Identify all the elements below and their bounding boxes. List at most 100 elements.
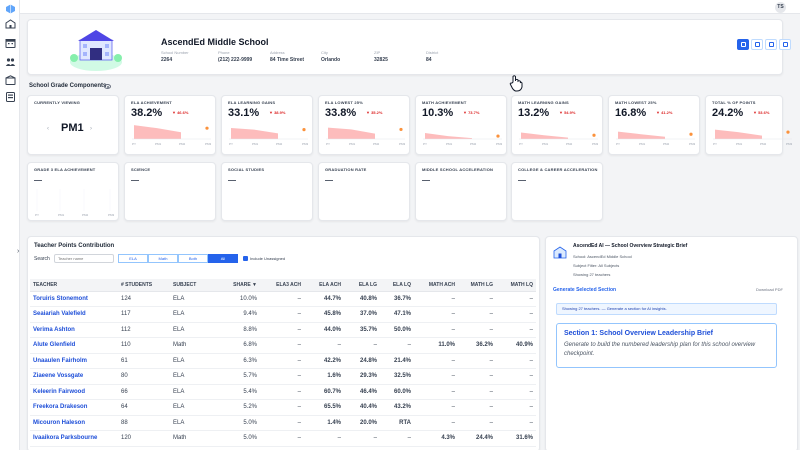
cell-name[interactable]: Micouron Haleson xyxy=(30,415,118,431)
metric-delta: ▼ 73.7% xyxy=(463,110,480,115)
table-row[interactable]: Ziaeene Vossgate 80 ELA 5.7% –1.6% 29.3% 32.5%… xyxy=(30,368,536,385)
filter-ela-button[interactable]: ELA xyxy=(118,254,148,263)
cell-name[interactable]: Toruiris Stonemont xyxy=(30,291,118,307)
download-pdf-link[interactable]: Download PDF xyxy=(756,287,783,292)
col-header-share[interactable]: SHARE ▼ xyxy=(214,279,260,292)
metric-card[interactable]: ELA LOWEST 25% 33.8% ▼ 35.2% PY PM1 PM2 PM3 xyxy=(318,95,410,155)
metric-trend-chart: PY PM1 PM2 PM3 xyxy=(616,131,696,146)
col-header-ela-ach[interactable]: ELA ACH xyxy=(304,279,344,292)
col-header-math-lg[interactable]: MATH LG xyxy=(458,279,496,292)
secondary-metric-card[interactable]: MIDDLE SCHOOL ACCELERATION — xyxy=(415,162,507,221)
col-header-math-ach[interactable]: MATH ACH xyxy=(414,279,458,292)
ai-section-card[interactable]: Section 1: School Overview Leadership Br… xyxy=(556,323,777,368)
metric-card[interactable]: TOTAL % OF POINTS 24.2% ▼ 53.6% PY PM1 PM2 PM3 xyxy=(705,95,793,155)
col-header-ela-lq[interactable]: ELA LQ xyxy=(380,279,414,292)
table-row[interactable]: Freekora Drakeson 64 ELA 5.2% –65.5% 40.4% 43.… xyxy=(30,399,536,416)
secondary-metric-card[interactable]: SOCIAL STUDIES — xyxy=(221,162,313,221)
cell-name[interactable]: Seaiariah Valefield xyxy=(30,306,118,323)
cell-share: 5.0% xyxy=(214,430,260,447)
chevron-left-icon[interactable]: ‹ xyxy=(47,126,49,132)
school-icon[interactable] xyxy=(5,19,16,29)
cell-name[interactable]: Verima Ashton xyxy=(30,322,118,338)
metric-delta: ▼ 54.9% xyxy=(559,110,576,115)
x-tick-label: PM1 xyxy=(252,142,259,146)
table-row[interactable]: Toruiris Stonemont 124 ELA 10.0% –44.7% 40.8%… xyxy=(30,291,536,307)
col-header-teacher[interactable]: TEACHER xyxy=(30,279,118,292)
include-unassigned-checkbox[interactable] xyxy=(243,256,248,261)
teacher-search-input[interactable] xyxy=(54,254,114,263)
col-header-students[interactable]: # STUDENTS xyxy=(118,279,170,292)
cell-ela3: – xyxy=(260,368,304,385)
col-header-math-lq[interactable]: MATH LQ xyxy=(496,279,536,292)
school-number-value: 2264 xyxy=(161,57,173,63)
metric-card[interactable]: ELA ACHIEVEMENT 38.2% ▼ 46.6% PY PM1 PM2 PM3 xyxy=(124,95,216,155)
export-button[interactable] xyxy=(779,39,791,50)
school-name: AscendEd Middle School xyxy=(161,37,269,47)
metric-card[interactable]: MATH ACHIEVEMENT 10.3% ▼ 73.7% PY PM1 PM2 PM3 xyxy=(415,95,507,155)
metric-card[interactable]: MATH LEARNING GAINS 13.2% ▼ 54.9% PY PM1 PM2 P… xyxy=(511,95,603,155)
report-icon[interactable] xyxy=(5,92,16,102)
district-field: District 84 xyxy=(426,50,438,63)
metric-label: MATH ACHIEVEMENT xyxy=(422,100,467,105)
eye-icon[interactable] xyxy=(104,84,111,89)
x-tick-label: PY xyxy=(229,142,233,146)
filter-all-button[interactable]: All xyxy=(208,254,238,263)
cell-ela-lg: 35.7% xyxy=(344,322,380,338)
cell-subject: ELA xyxy=(170,415,214,431)
x-tick-label: PM1 xyxy=(542,142,549,146)
col-header-ela-lg[interactable]: ELA LG xyxy=(344,279,380,292)
x-tick-label: PM1 xyxy=(639,142,646,146)
x-tick-label: PM3 xyxy=(786,142,793,146)
cell-students: 66 xyxy=(118,384,170,400)
print-button[interactable] xyxy=(765,39,777,50)
app-logo-icon[interactable] xyxy=(5,4,16,14)
secondary-metric-card[interactable]: SCIENCE — xyxy=(124,162,216,221)
calendar-icon[interactable] xyxy=(5,38,16,48)
col-header-ela3-ach[interactable]: ELA3 ACH xyxy=(260,279,304,292)
cell-name[interactable]: Unaaulen Fairholm xyxy=(30,353,118,369)
table-row[interactable]: Micouron Haleson 88 ELA 5.0% –1.4% 20.0% RTA – –… xyxy=(30,415,536,431)
expand-chevron-icon[interactable]: › xyxy=(17,248,20,255)
x-tick-label: PM2 xyxy=(82,213,89,217)
user-avatar[interactable]: TS xyxy=(775,2,786,13)
cell-math-lq: – xyxy=(496,384,536,400)
chart-view-button[interactable] xyxy=(751,39,763,50)
cell-share: 6.8% xyxy=(214,337,260,354)
filter-both-button[interactable]: Both xyxy=(178,254,208,263)
cell-name[interactable]: Freekora Drakeson xyxy=(30,399,118,416)
cell-name[interactable]: Ziaeene Vossgate xyxy=(30,368,118,385)
cell-name[interactable]: Ivaaikora Parksbourne xyxy=(30,430,118,447)
filter-math-button[interactable]: Math xyxy=(148,254,178,263)
metric-value: 13.2% xyxy=(518,107,550,119)
table-row[interactable]: Verima Ashton 112 ELA 8.8% –44.0% 35.7% 50.0% –… xyxy=(30,322,536,338)
phone-value: (212) 222-9999 xyxy=(218,57,253,63)
dashboard-view-button[interactable] xyxy=(737,39,749,50)
cell-ela-lq: 36.7% xyxy=(380,291,414,307)
secondary-metric-card[interactable]: COLLEGE & CAREER ACCELERATION — xyxy=(511,162,603,221)
building-icon[interactable] xyxy=(5,75,16,85)
cell-name[interactable]: Alute Glenfield xyxy=(30,337,118,354)
cell-ela-lq: 21.4% xyxy=(380,353,414,369)
x-tick-label: PY xyxy=(35,213,39,217)
cell-subject: Math xyxy=(170,430,214,447)
cell-name[interactable]: Keleerin Fairwood xyxy=(30,384,118,400)
top-bar: TS xyxy=(20,0,800,14)
col-header-subject[interactable]: SUBJECT xyxy=(170,279,214,292)
secondary-metric-card[interactable]: GRADUATION RATE — xyxy=(318,162,410,221)
metric-card[interactable]: ELA LEARNING GAINS 33.1% ▼ 38.9% PY PM1 PM2 PM… xyxy=(221,95,313,155)
trend-area xyxy=(328,127,375,139)
chevron-right-icon[interactable]: › xyxy=(90,126,92,132)
trend-dot xyxy=(302,128,306,132)
table-row[interactable]: Ivaaikora Parksbourne 120 Math 5.0% – – – –4.3%… xyxy=(30,430,536,447)
cell-math-lg: – xyxy=(458,322,496,338)
generate-section-link[interactable]: Generate Selected Section xyxy=(553,287,617,293)
metric-card[interactable]: MATH LOWEST 25% 16.8% ▼ 41.2% PY PM1 PM2 PM3 xyxy=(608,95,700,155)
school-header-card: AscendEd Middle School School Number 2264… xyxy=(27,19,791,75)
people-icon[interactable] xyxy=(5,57,16,67)
table-row[interactable]: Alute Glenfield 110 Math 6.8% – – – –11.0% 36.2%… xyxy=(30,337,536,354)
table-row[interactable]: Unaaulen Fairholm 61 ELA 6.3% –42.2% 24.8% 21.… xyxy=(30,353,536,369)
x-tick-label: PM3 xyxy=(302,142,309,146)
table-row[interactable]: Keleerin Fairwood 66 ELA 5.4% –60.7% 46.4% 60.… xyxy=(30,384,536,400)
table-row[interactable]: Seaiariah Valefield 117 ELA 9.4% –45.8% 37.0%… xyxy=(30,306,536,323)
secondary-metric-card[interactable]: GRADE 3 ELA ACHIEVEMENT — PY PM1 PM2 PM3 xyxy=(27,162,119,221)
